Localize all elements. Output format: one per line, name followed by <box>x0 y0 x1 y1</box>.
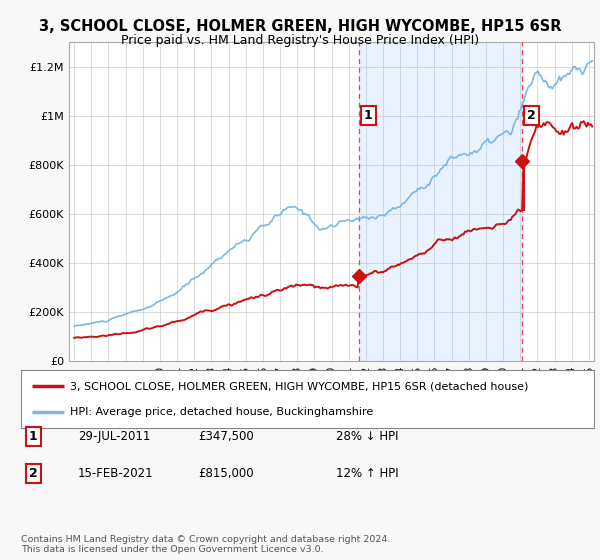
Text: 12% ↑ HPI: 12% ↑ HPI <box>336 466 398 480</box>
Text: 15-FEB-2021: 15-FEB-2021 <box>78 466 154 480</box>
Text: £815,000: £815,000 <box>198 466 254 480</box>
Text: 3, SCHOOL CLOSE, HOLMER GREEN, HIGH WYCOMBE, HP15 6SR (detached house): 3, SCHOOL CLOSE, HOLMER GREEN, HIGH WYCO… <box>70 381 528 391</box>
Bar <box>359 42 522 361</box>
Text: 28% ↓ HPI: 28% ↓ HPI <box>336 430 398 444</box>
Text: Contains HM Land Registry data © Crown copyright and database right 2024.
This d: Contains HM Land Registry data © Crown c… <box>21 535 391 554</box>
Text: 2: 2 <box>527 109 536 122</box>
Text: 3, SCHOOL CLOSE, HOLMER GREEN, HIGH WYCOMBE, HP15 6SR: 3, SCHOOL CLOSE, HOLMER GREEN, HIGH WYCO… <box>39 19 561 34</box>
Text: 1: 1 <box>364 109 373 122</box>
Text: 1: 1 <box>29 430 37 444</box>
Text: HPI: Average price, detached house, Buckinghamshire: HPI: Average price, detached house, Buck… <box>70 407 373 417</box>
Text: Price paid vs. HM Land Registry's House Price Index (HPI): Price paid vs. HM Land Registry's House … <box>121 34 479 46</box>
Text: £347,500: £347,500 <box>198 430 254 444</box>
Text: 29-JUL-2011: 29-JUL-2011 <box>78 430 151 444</box>
Text: 2: 2 <box>29 466 37 480</box>
